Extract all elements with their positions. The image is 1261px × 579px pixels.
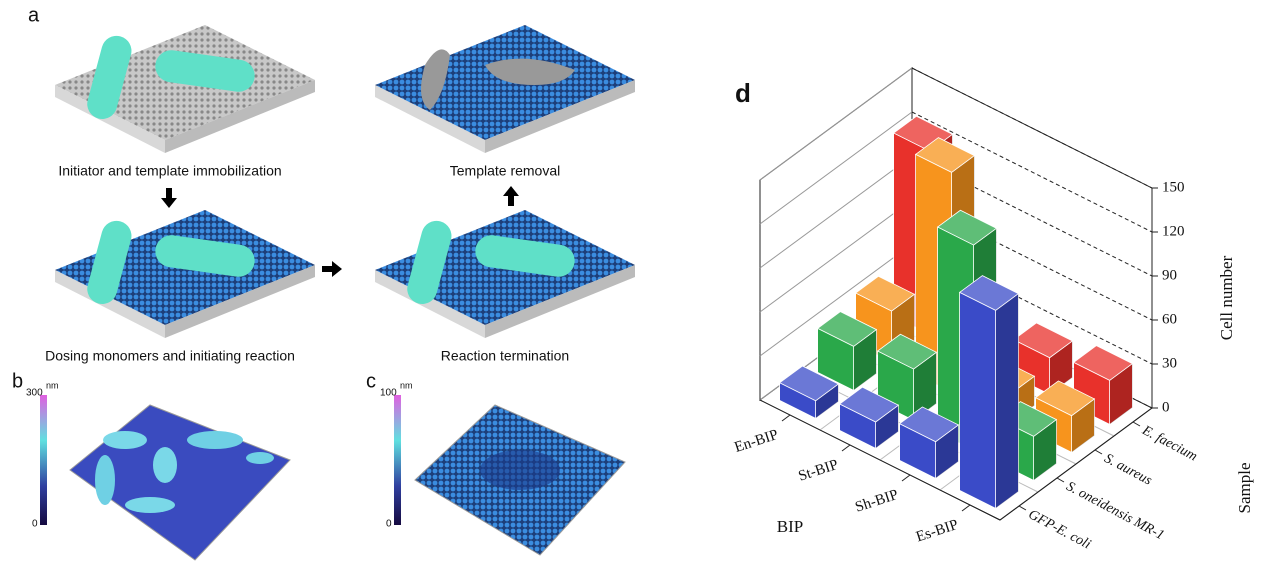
bar-shade <box>915 137 975 173</box>
tick-mark <box>781 414 791 422</box>
tick-mark <box>901 474 911 482</box>
step-caption: Dosing monomers and initiating reaction <box>45 348 295 364</box>
afm-surface <box>414 404 626 556</box>
tick-mark <box>961 504 971 512</box>
panel-letter: d <box>735 78 751 108</box>
y-axis <box>999 407 1153 521</box>
z-tick-label: 150 <box>1162 179 1185 195</box>
bar-shade <box>875 405 899 449</box>
scale-max: 100 <box>380 388 397 399</box>
bar-shade <box>779 366 839 401</box>
colorbar <box>40 395 47 525</box>
colorbar <box>394 395 401 525</box>
z-tick-label: 60 <box>1162 311 1177 327</box>
series-label: E. faecium <box>1139 423 1200 465</box>
grid-line <box>759 67 913 181</box>
tick-mark <box>1056 477 1065 483</box>
scale-min: 0 <box>32 519 38 530</box>
arrow <box>503 186 519 206</box>
bar <box>817 327 854 392</box>
x-axis <box>759 399 1001 521</box>
x-tick-label: Sh-BIP <box>853 487 900 516</box>
panel-letter: a <box>28 4 40 26</box>
grid-line <box>759 111 913 225</box>
bar-shade <box>1073 345 1133 381</box>
bar-shade <box>855 276 915 312</box>
bar-shade <box>995 293 1019 509</box>
bar-shade <box>937 210 997 246</box>
bar-shade <box>1071 398 1095 453</box>
z-axis-title: Cell number <box>1217 255 1236 340</box>
scale-unit: nm <box>400 380 413 390</box>
panel-letter: c <box>366 370 376 392</box>
x-tick-label: Es-BIP <box>914 517 960 546</box>
grid-line <box>911 111 1153 233</box>
x-tick-label: En-BIP <box>733 427 781 456</box>
z-tick-label: 120 <box>1162 223 1185 239</box>
bar-shade <box>899 406 959 442</box>
series-axis-title: Sample <box>1235 463 1254 514</box>
scale-max: 300 <box>26 388 43 399</box>
scale-unit: nm <box>46 380 59 390</box>
illustration <box>375 210 635 338</box>
grid-line <box>911 67 1153 189</box>
arrow <box>322 261 342 277</box>
x-tick-label: St-BIP <box>796 457 840 485</box>
bar <box>779 382 816 420</box>
illustration <box>55 25 315 153</box>
afm-surface <box>69 404 291 561</box>
tick-mark <box>1018 505 1027 511</box>
bar-shade <box>817 311 877 347</box>
grid-line <box>759 243 913 357</box>
arrow <box>161 188 177 208</box>
series-label: GFP-E. coli <box>1026 507 1094 552</box>
bar <box>899 423 936 480</box>
step-caption: Initiator and template immobilization <box>58 163 281 179</box>
bar-shade <box>839 387 899 422</box>
bar-shade <box>1035 380 1095 416</box>
tick-mark <box>841 444 851 452</box>
step-caption: Template removal <box>450 163 561 179</box>
bar-shade <box>877 334 937 370</box>
step-caption: Reaction termination <box>441 348 569 364</box>
bar <box>839 403 876 450</box>
bar-shade <box>1109 363 1133 425</box>
z-tick-label: 90 <box>1162 267 1177 283</box>
scale-min: 0 <box>386 519 392 530</box>
panel-letter: b <box>12 370 23 392</box>
bar <box>959 291 996 510</box>
illustration <box>55 210 315 338</box>
bar-shade <box>935 424 959 479</box>
bar-chart-3d: d 0 30 60 90 120 150 Cell number En-BIP St-BIP Sh… <box>733 67 1254 553</box>
illustration <box>375 25 635 153</box>
bar-shade <box>959 275 1019 311</box>
grid-line <box>759 155 913 269</box>
bar-shade <box>815 384 839 419</box>
z-tick-label: 30 <box>1162 355 1177 371</box>
bar-shade <box>913 352 937 421</box>
bar-shade <box>1013 322 1073 358</box>
series-label: S. aureus <box>1102 451 1155 489</box>
bar-shade <box>1033 419 1057 481</box>
z-tick-label: 0 <box>1162 399 1170 415</box>
bar-shade <box>853 329 877 391</box>
tick-mark <box>1132 421 1141 427</box>
bar-shade <box>1049 340 1073 395</box>
x-axis-title: BIP <box>777 517 803 536</box>
grid-line <box>759 199 913 313</box>
tick-mark <box>1094 449 1103 455</box>
